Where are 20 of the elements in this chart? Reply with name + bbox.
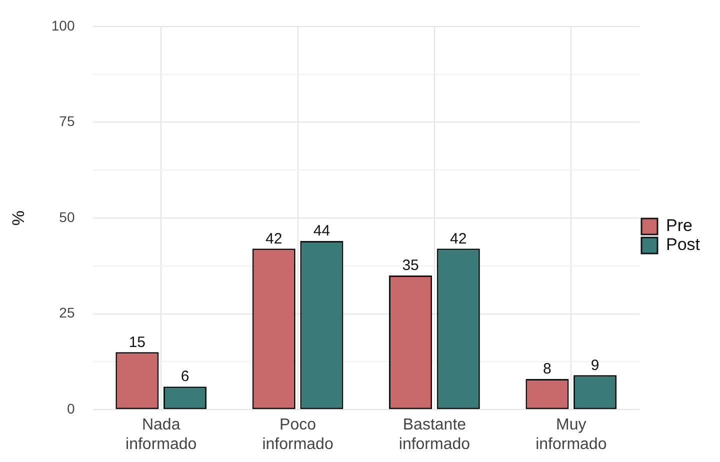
data-label: 9	[590, 356, 600, 374]
legend-label: Post	[666, 235, 700, 254]
data-label: 42	[266, 230, 282, 248]
y-tick-label: 25	[59, 304, 75, 321]
x-tick-label: Bastante informado	[398, 416, 470, 453]
x-tick-label: Poco informado	[262, 416, 334, 453]
data-label: 44	[313, 222, 330, 240]
data-label: 15	[128, 334, 146, 351]
data-label: 42	[450, 230, 467, 248]
y-tick-label: 0	[66, 400, 75, 416]
y-axis-title: %	[8, 210, 28, 226]
data-label: 35	[402, 257, 419, 274]
x-tick-label: Nada informado	[126, 416, 197, 453]
legend-label: Pre	[666, 216, 692, 236]
y-tick-label: 100	[51, 17, 75, 34]
y-tick-label: 75	[59, 113, 75, 130]
y-tick-label: 50	[59, 208, 75, 225]
data-label: 6	[180, 368, 190, 386]
data-label: 8	[543, 360, 552, 378]
x-tick-label: Muy informado	[536, 416, 607, 453]
